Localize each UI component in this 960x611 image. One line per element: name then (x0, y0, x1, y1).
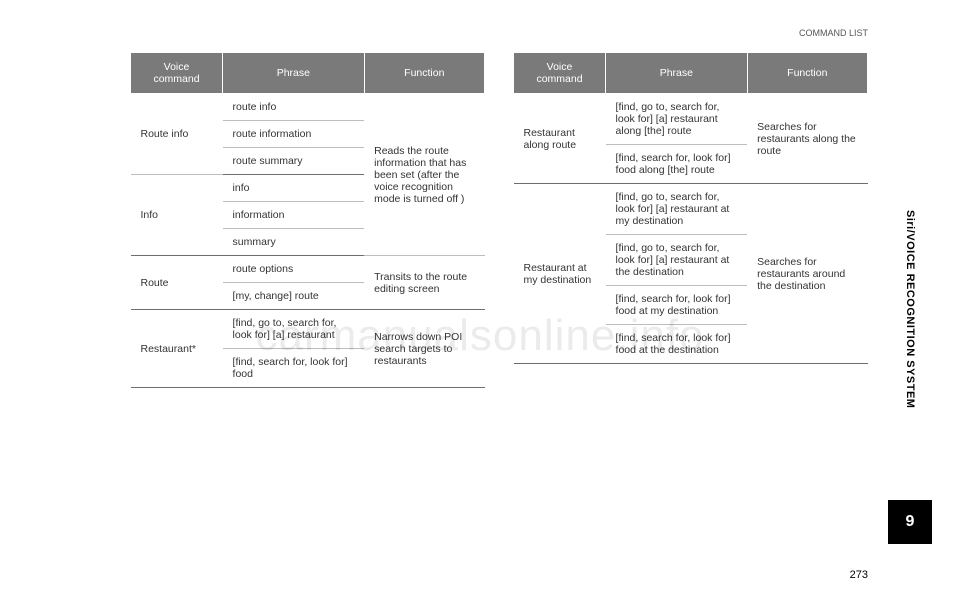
cell-vc: Route info (131, 94, 223, 175)
page: COMMAND LIST Voice command Phrase Functi… (0, 0, 960, 611)
command-table-right: Voice command Phrase Function Restaurant… (513, 52, 868, 364)
cell-phrase: [find, search for, look for] food at the… (606, 325, 748, 364)
cell-phrase: route info (223, 94, 365, 121)
cell-phrase: information (223, 202, 365, 229)
cell-phrase: [find, search for, look for] food (223, 349, 365, 388)
cell-vc: Route (131, 256, 223, 310)
cell-phrase: summary (223, 229, 365, 256)
cell-fn: Transits to the route editing screen (364, 256, 484, 310)
cell-fn: Narrows down POI search targets to resta… (364, 310, 484, 388)
left-column: Voice command Phrase Function Route info… (130, 52, 485, 388)
cell-phrase: [find, go to, search for, look for] [a] … (223, 310, 365, 349)
command-table-left: Voice command Phrase Function Route info… (130, 52, 485, 388)
cell-phrase: [find, go to, search for, look for] [a] … (606, 94, 748, 145)
cell-phrase: [find, search for, look for] food along … (606, 145, 748, 184)
cell-vc: Info (131, 175, 223, 256)
cell-phrase: [my, change] route (223, 283, 365, 310)
cell-phrase: [find, search for, look for] food at my … (606, 286, 748, 325)
cell-phrase: info (223, 175, 365, 202)
th-voice-command: Voice command (131, 53, 223, 94)
cell-phrase: route options (223, 256, 365, 283)
cell-vc: Restaurant* (131, 310, 223, 388)
right-column: Voice command Phrase Function Restaurant… (513, 52, 868, 388)
section-header: COMMAND LIST (799, 28, 868, 38)
cell-phrase: [find, go to, search for, look for] [a] … (606, 184, 748, 235)
cell-vc: Restaurant along route (514, 94, 606, 184)
cell-vc: Restaurant at my destination (514, 184, 606, 364)
cell-fn: Searches for restaurants along the route (747, 94, 867, 184)
th-phrase: Phrase (223, 53, 365, 94)
page-number: 273 (850, 569, 868, 581)
content: Voice command Phrase Function Route info… (130, 52, 868, 388)
th-phrase: Phrase (606, 53, 748, 94)
th-function: Function (364, 53, 484, 94)
cell-phrase: [find, go to, search for, look for] [a] … (606, 235, 748, 286)
cell-phrase: route information (223, 121, 365, 148)
th-function: Function (747, 53, 867, 94)
th-voice-command: Voice command (514, 53, 606, 94)
chapter-tab: 9 (888, 500, 932, 544)
side-label: Siri/VOICE RECOGNITION SYSTEM (904, 210, 916, 408)
cell-phrase: route summary (223, 148, 365, 175)
cell-fn: Reads the route information that has bee… (364, 94, 484, 256)
cell-fn: Searches for restaurants around the dest… (747, 184, 867, 364)
